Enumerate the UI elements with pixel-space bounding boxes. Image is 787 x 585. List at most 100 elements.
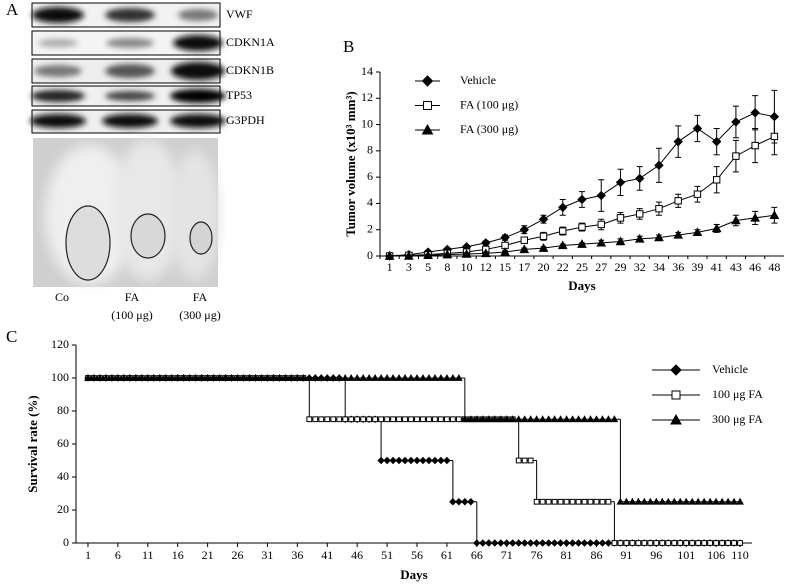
protein-label: VWF	[226, 7, 253, 21]
marker	[559, 227, 567, 235]
marker	[490, 415, 499, 423]
marker	[491, 539, 499, 547]
marker	[460, 415, 469, 423]
marker	[281, 373, 290, 381]
marker	[592, 539, 601, 547]
marker	[574, 415, 583, 423]
marker	[484, 415, 493, 423]
marker	[508, 415, 517, 423]
x-tick-label: 34	[653, 260, 665, 274]
group-label: (100 μg)	[111, 308, 152, 322]
marker	[221, 373, 230, 381]
x-tick-label: 26	[232, 548, 244, 562]
marker	[526, 415, 535, 423]
marker	[466, 415, 475, 423]
marker	[143, 373, 152, 381]
marker	[342, 416, 349, 423]
marker	[455, 416, 462, 423]
marker	[275, 373, 284, 381]
panel-label: B	[343, 37, 354, 56]
marker	[616, 214, 625, 222]
protein-label: CDKN1B	[226, 63, 274, 77]
marker	[659, 540, 666, 546]
marker	[449, 498, 457, 506]
marker	[520, 415, 529, 423]
legend-marker	[423, 101, 432, 110]
marker	[125, 373, 134, 381]
marker	[673, 136, 683, 147]
marker	[96, 373, 104, 381]
x-tick-label: 36	[291, 548, 303, 562]
marker	[443, 456, 451, 465]
x-tick-label: 12	[480, 260, 492, 274]
marker	[769, 210, 780, 219]
y-tick-label: 8	[367, 143, 373, 157]
marker	[526, 539, 535, 547]
x-tick-label: 11	[142, 548, 154, 562]
marker	[287, 373, 296, 381]
marker	[563, 498, 570, 505]
marker	[616, 497, 625, 505]
marker	[191, 373, 200, 381]
protein-label: G3PDH	[226, 113, 265, 127]
marker	[425, 456, 433, 465]
marker	[293, 373, 302, 381]
marker	[692, 227, 703, 237]
marker	[461, 498, 469, 506]
marker	[544, 539, 553, 547]
marker	[348, 416, 355, 423]
marker	[596, 237, 607, 247]
marker	[520, 539, 529, 547]
marker	[353, 373, 362, 381]
marker	[647, 540, 654, 546]
marker	[578, 223, 586, 231]
marker	[556, 539, 565, 547]
group-label: FA	[193, 290, 208, 304]
marker	[455, 373, 463, 381]
marker	[538, 214, 549, 224]
marker	[390, 416, 396, 423]
x-tick-label: 43	[730, 260, 742, 274]
marker	[384, 416, 390, 423]
marker	[137, 373, 146, 381]
marker	[423, 250, 433, 260]
marker	[712, 176, 721, 184]
marker	[497, 539, 505, 547]
marker	[736, 497, 744, 505]
y-tick-label: 2	[367, 221, 373, 235]
x-tick-label: 41	[321, 548, 333, 562]
marker	[695, 540, 702, 546]
marker	[179, 373, 188, 381]
marker	[615, 236, 626, 246]
marker	[654, 160, 664, 171]
marker	[527, 457, 534, 464]
marker	[750, 108, 760, 118]
marker	[655, 204, 663, 213]
marker	[408, 416, 414, 423]
marker	[550, 539, 559, 547]
x-tick-label: 39	[691, 260, 703, 274]
marker	[693, 190, 702, 198]
marker	[413, 456, 421, 465]
marker	[658, 497, 667, 505]
marker	[604, 415, 613, 423]
marker	[426, 416, 432, 423]
x-tick-label: 29	[614, 260, 626, 274]
marker	[395, 456, 403, 465]
marker	[485, 539, 493, 547]
x-tick-label: 1	[85, 548, 91, 562]
marker	[263, 373, 272, 381]
x-tick-label: 46	[351, 548, 363, 562]
marker	[519, 244, 530, 254]
marker	[604, 539, 613, 547]
y-tick-label: 60	[57, 436, 69, 450]
marker	[269, 373, 278, 381]
x-tick-label: 22	[557, 260, 569, 274]
legend-marker	[421, 75, 434, 87]
marker	[414, 416, 420, 423]
marker	[444, 416, 450, 423]
marker	[227, 373, 236, 381]
marker	[359, 373, 368, 381]
marker	[438, 416, 444, 423]
